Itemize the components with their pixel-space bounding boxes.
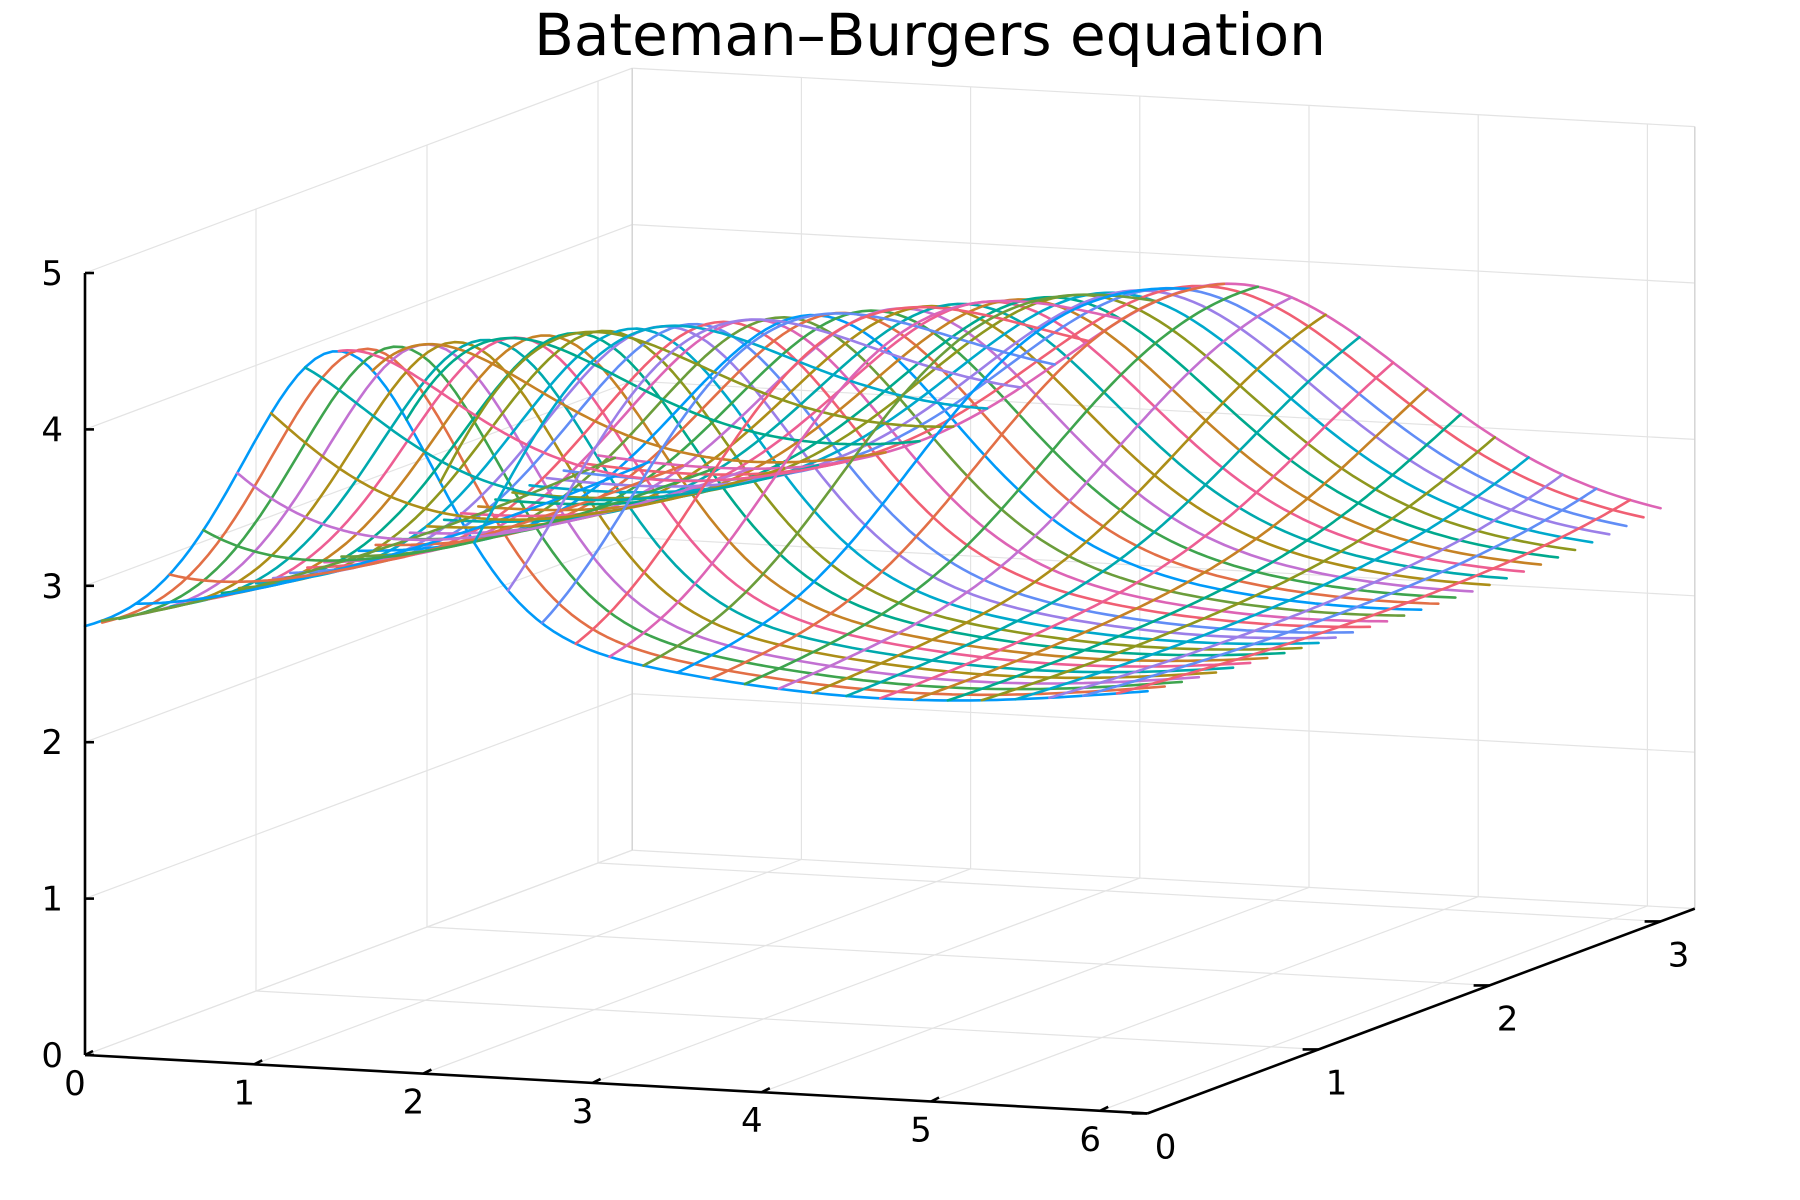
grid-line-floor-y [255, 990, 1319, 1050]
series-line [117, 345, 1184, 691]
axis-layer: 0 1 2 3 4 5 6 0 1 2 3 0 1 2 3 4 5 [41, 254, 1696, 1167]
series-line [608, 299, 1124, 658]
series-line [237, 329, 1303, 651]
series-line [574, 305, 1090, 645]
series-line [946, 412, 1463, 702]
series-line [545, 289, 1611, 536]
x-tick [253, 1059, 263, 1066]
series-line [186, 336, 1252, 668]
series-line [540, 312, 1057, 625]
series-line [1014, 456, 1530, 701]
grid-line-floor-y [597, 862, 1661, 922]
tick-label: 2 [403, 1083, 425, 1123]
x-axis [84, 1053, 1148, 1115]
tick-label: 5 [41, 254, 63, 294]
series-line [579, 284, 1645, 519]
grid-line-side-z [84, 224, 633, 430]
series-line [203, 334, 1269, 663]
grid-line-back-z [632, 224, 1695, 284]
grid-line-back-z [632, 693, 1695, 753]
tick-label: 1 [233, 1073, 255, 1113]
x-tick [422, 1068, 432, 1075]
tick-label: 0 [1155, 1127, 1177, 1167]
series-line [1115, 498, 1632, 695]
grid-line-floor-x [761, 886, 1310, 1093]
series-line [878, 361, 1395, 700]
grid-line-back-z [632, 380, 1695, 440]
tick-label: 4 [41, 410, 63, 450]
grid-line-floor-x [592, 877, 1141, 1084]
tick-label: 3 [41, 567, 63, 607]
grid-line-side-z [84, 380, 633, 587]
x-tick [930, 1096, 940, 1103]
grid-line-side-z [84, 693, 633, 900]
tick-label: 0 [41, 1036, 63, 1076]
tick-label: 6 [1079, 1120, 1101, 1160]
x-tick [761, 1087, 771, 1094]
series-line [845, 335, 1361, 698]
series-line [323, 318, 1389, 623]
grid-line-back-z [632, 67, 1695, 128]
grid-line-side-z [84, 849, 633, 1056]
series-line [405, 336, 921, 446]
x-tick [1099, 1105, 1109, 1112]
series-line [152, 340, 1218, 680]
series-line [169, 338, 1235, 674]
tick-label: 2 [1497, 999, 1519, 1039]
tick-label: 2 [41, 723, 63, 763]
series-line [288, 322, 1355, 634]
series-line [83, 350, 1149, 702]
series-line [980, 435, 1497, 702]
grid-line-back-z [632, 849, 1695, 910]
series-line [743, 285, 1260, 686]
series-line [675, 287, 1192, 674]
y-axis [1147, 907, 1696, 1115]
grid-line-floor-x [423, 868, 971, 1075]
series-line [1082, 487, 1598, 698]
series-line [337, 349, 854, 483]
series-line [254, 327, 1320, 646]
series-line [642, 293, 1158, 667]
tick-label: 4 [741, 1101, 763, 1141]
series-line [439, 330, 955, 484]
grid-line-floor-x [1099, 905, 1648, 1112]
series-line [912, 387, 1429, 702]
tick-label: 0 [64, 1064, 86, 1104]
x-tick [592, 1077, 602, 1085]
series-line [1048, 473, 1564, 700]
series-line [271, 325, 1337, 640]
curve-layer [83, 282, 1662, 702]
series-line [506, 318, 1023, 592]
tick-label: 5 [910, 1111, 932, 1151]
series-line [220, 331, 1286, 657]
chart-title: Bateman–Burgers equation [534, 1, 1326, 69]
tick-label: 1 [1326, 1063, 1348, 1103]
series-line [811, 313, 1327, 695]
series-line [100, 347, 1166, 697]
grid-line-floor-x [253, 858, 802, 1065]
series-line [134, 460, 651, 605]
grid-layer [84, 67, 1696, 1114]
series-line [777, 296, 1293, 691]
tick-label: 1 [41, 880, 63, 920]
grid-line-floor-x [930, 896, 1479, 1103]
tick-label: 3 [572, 1092, 594, 1132]
grid-line-side-z [84, 67, 633, 274]
tick-label: 3 [1668, 935, 1690, 975]
series-line [303, 366, 820, 502]
grid-line-side-z [84, 536, 633, 743]
grid-line-floor-y [426, 926, 1490, 986]
series-line [371, 342, 887, 464]
series-line [135, 343, 1201, 685]
series-line [709, 282, 1226, 680]
